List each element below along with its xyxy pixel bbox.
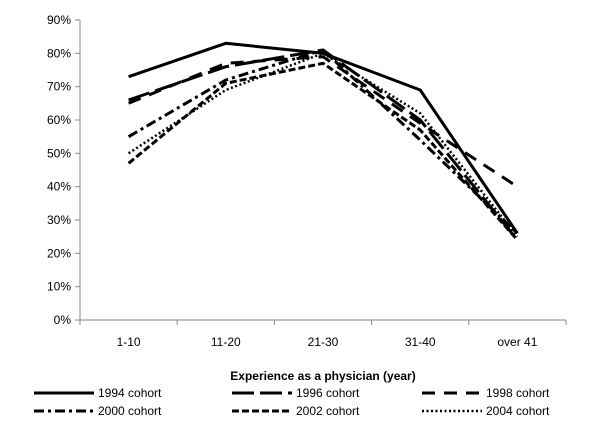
- y-tick-label: 20%: [47, 246, 71, 260]
- y-tick-label: 90%: [47, 13, 71, 27]
- y-axis: 0% 10% 20% 30% 40% 50% 60% 70% 80% 90%: [47, 13, 81, 327]
- series-line-1994-cohort: [128, 41, 519, 235]
- legend-item: 2004 cohort: [422, 404, 550, 418]
- legend-item: 1998 cohort: [422, 386, 550, 400]
- legend-item: 1996 cohort: [232, 386, 360, 400]
- x-tick-label: 11-20: [211, 335, 241, 349]
- series-line-1998-cohort: [128, 55, 519, 188]
- y-tick-label: 50%: [47, 146, 71, 160]
- legend-label: 2002 cohort: [296, 404, 360, 418]
- legend: 1994 cohort 1996 cohort 1998 cohort 2000 co…: [34, 386, 550, 418]
- y-tick-label: 0%: [54, 313, 72, 327]
- legend-item: 1994 cohort: [34, 386, 162, 400]
- legend-label: 1996 cohort: [296, 386, 360, 400]
- x-axis: 1-10 11-20 21-30 31-40 over 41: [79, 319, 567, 349]
- x-axis-label: Experience as a physician (year): [230, 369, 415, 383]
- legend-item: 2002 cohort: [232, 404, 360, 418]
- legend-label: 1994 cohort: [98, 386, 162, 400]
- y-tick-label: 10%: [47, 280, 71, 294]
- x-tick-label: 1-10: [117, 335, 141, 349]
- x-tick-label: 31-40: [405, 335, 436, 349]
- legend-label: 2004 cohort: [486, 404, 550, 418]
- y-tick-label: 40%: [47, 180, 71, 194]
- series-line-2002-cohort: [127, 61, 519, 241]
- legend-label: 1998 cohort: [486, 386, 550, 400]
- series-line-2004-cohort: [127, 52, 519, 238]
- y-tick-label: 70%: [47, 80, 71, 94]
- x-tick-label: 21-30: [308, 335, 339, 349]
- y-tick-label: 80%: [47, 46, 71, 60]
- series-lines: [127, 41, 519, 241]
- series-line-2000-cohort: [127, 48, 519, 235]
- x-tick-label: over 41: [497, 335, 537, 349]
- y-tick-label: 30%: [47, 213, 71, 227]
- legend-label: 2000 cohort: [98, 404, 162, 418]
- legend-item: 2000 cohort: [34, 404, 162, 418]
- y-tick-label: 60%: [47, 113, 71, 127]
